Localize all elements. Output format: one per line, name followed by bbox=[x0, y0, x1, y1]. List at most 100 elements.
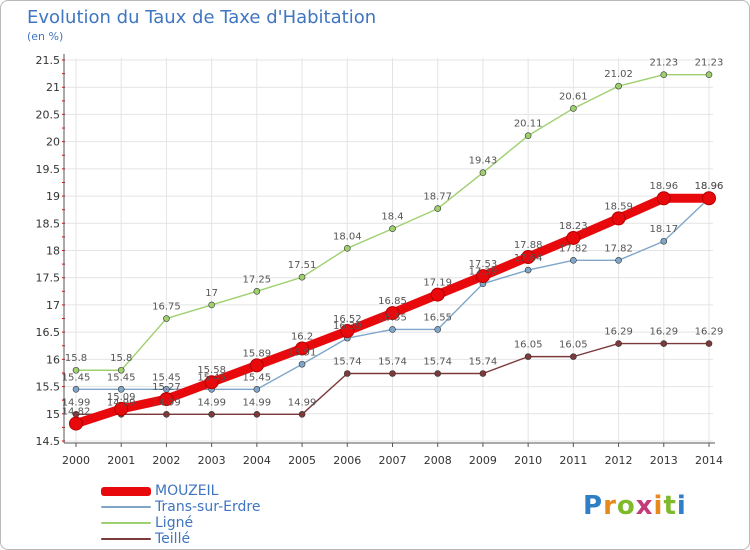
data-label: 15.58 bbox=[197, 365, 226, 376]
data-point bbox=[343, 245, 351, 252]
data-label: 16.55 bbox=[378, 312, 407, 323]
data-point bbox=[298, 411, 306, 418]
data-label: 15.09 bbox=[107, 392, 136, 403]
logo-letter: o bbox=[616, 491, 636, 521]
y-tick-label: 16.5 bbox=[36, 326, 61, 339]
data-label: 16.05 bbox=[514, 340, 543, 351]
data-point bbox=[249, 358, 264, 373]
data-point bbox=[163, 315, 170, 322]
data-label: 17.19 bbox=[423, 278, 452, 289]
data-label: 16.05 bbox=[559, 340, 588, 351]
data-label: 15.45 bbox=[197, 372, 226, 383]
legend-label: MOUZEIL bbox=[155, 483, 219, 499]
data-point bbox=[660, 237, 668, 245]
legend-label: Teillé bbox=[155, 531, 191, 547]
y-tick-label: 18.5 bbox=[36, 217, 61, 230]
data-point bbox=[570, 105, 577, 112]
x-tick-label: 2007 bbox=[379, 454, 407, 467]
data-point bbox=[117, 385, 125, 393]
data-point bbox=[611, 211, 626, 226]
legend-swatch bbox=[101, 522, 151, 524]
legend-item: Ligné bbox=[101, 515, 260, 531]
legend-item: Trans-sur-Erdre bbox=[101, 499, 260, 515]
data-label: 14.99 bbox=[152, 397, 181, 408]
y-tick-label: 17 bbox=[46, 299, 60, 312]
data-label: 15.74 bbox=[333, 357, 362, 368]
data-label: 14.99 bbox=[62, 397, 91, 408]
data-point bbox=[298, 360, 306, 368]
data-point bbox=[114, 401, 129, 416]
x-tick-label: 2005 bbox=[288, 454, 316, 467]
logo-letter: r bbox=[603, 491, 617, 521]
data-point bbox=[298, 273, 306, 281]
data-point bbox=[570, 353, 577, 360]
data-point bbox=[615, 340, 622, 347]
x-tick-label: 2008 bbox=[424, 454, 452, 467]
data-point bbox=[159, 392, 174, 407]
data-label: 16.39 bbox=[333, 321, 362, 332]
data-label: 16.29 bbox=[649, 327, 678, 338]
data-point bbox=[660, 71, 668, 78]
data-point bbox=[204, 375, 219, 390]
data-label: 18.04 bbox=[333, 231, 362, 242]
data-label: 18.59 bbox=[604, 201, 633, 212]
data-label: 15.45 bbox=[62, 372, 91, 383]
data-label: 18.96 bbox=[695, 181, 724, 192]
logo-letter: x bbox=[635, 491, 654, 521]
legend: MOUZEIL Trans-sur-Erdre Ligné Teillé bbox=[101, 483, 260, 547]
chart-title: Evolution du Taux de Taxe d'Habitation bbox=[27, 7, 377, 28]
x-tick-label: 2004 bbox=[243, 454, 271, 467]
x-tick-label: 2011 bbox=[559, 454, 587, 467]
x-tick-label: 2002 bbox=[152, 454, 180, 467]
data-point bbox=[570, 256, 577, 264]
data-point bbox=[208, 301, 215, 309]
legend-item: MOUZEIL bbox=[101, 483, 260, 499]
y-tick-label: 20.5 bbox=[36, 108, 61, 121]
data-point bbox=[434, 205, 442, 212]
data-label: 21.02 bbox=[604, 69, 633, 80]
data-label: 16.85 bbox=[378, 296, 407, 307]
data-label: 18.96 bbox=[695, 181, 724, 192]
data-label: 18.96 bbox=[649, 181, 678, 192]
data-point bbox=[163, 411, 170, 418]
data-point bbox=[253, 288, 261, 295]
data-point bbox=[253, 411, 261, 418]
data-label: 15.27 bbox=[152, 382, 181, 393]
data-label: 14.99 bbox=[288, 397, 317, 408]
data-label: 18.23 bbox=[559, 221, 588, 232]
y-tick-label: 15 bbox=[46, 408, 60, 421]
y-tick-label: 19 bbox=[46, 190, 60, 203]
y-tick-label: 18 bbox=[46, 245, 60, 258]
data-label: 14.99 bbox=[243, 397, 272, 408]
data-label: 16.75 bbox=[152, 302, 181, 313]
data-point bbox=[340, 324, 355, 339]
data-label: 18.17 bbox=[649, 224, 678, 235]
data-label: 20.11 bbox=[514, 119, 543, 130]
data-label: 17.53 bbox=[469, 259, 498, 270]
data-label: 18.77 bbox=[423, 192, 452, 203]
data-label: 15.74 bbox=[423, 357, 452, 368]
x-tick-label: 2003 bbox=[198, 454, 226, 467]
y-tick-label: 17.5 bbox=[36, 272, 61, 285]
data-point bbox=[479, 169, 487, 176]
y-tick-label: 21.5 bbox=[36, 54, 61, 67]
logo-letter: t bbox=[663, 491, 677, 521]
data-point bbox=[253, 385, 261, 393]
data-point bbox=[69, 416, 83, 431]
data-point bbox=[430, 287, 445, 302]
x-tick-label: 2013 bbox=[650, 454, 678, 467]
data-label: 15.91 bbox=[288, 347, 317, 358]
x-tick-label: 2001 bbox=[107, 454, 135, 467]
data-label: 17.82 bbox=[559, 243, 588, 254]
data-label: 15.45 bbox=[243, 372, 272, 383]
data-label: 16.2 bbox=[291, 331, 313, 342]
legend-swatch bbox=[101, 486, 151, 496]
data-point bbox=[524, 266, 532, 274]
data-point bbox=[566, 230, 581, 245]
data-point bbox=[524, 353, 532, 360]
data-point bbox=[385, 306, 400, 321]
data-point bbox=[117, 366, 125, 374]
data-label: 17.82 bbox=[604, 243, 633, 254]
data-point bbox=[389, 225, 396, 233]
x-tick-label: 2014 bbox=[695, 454, 723, 467]
